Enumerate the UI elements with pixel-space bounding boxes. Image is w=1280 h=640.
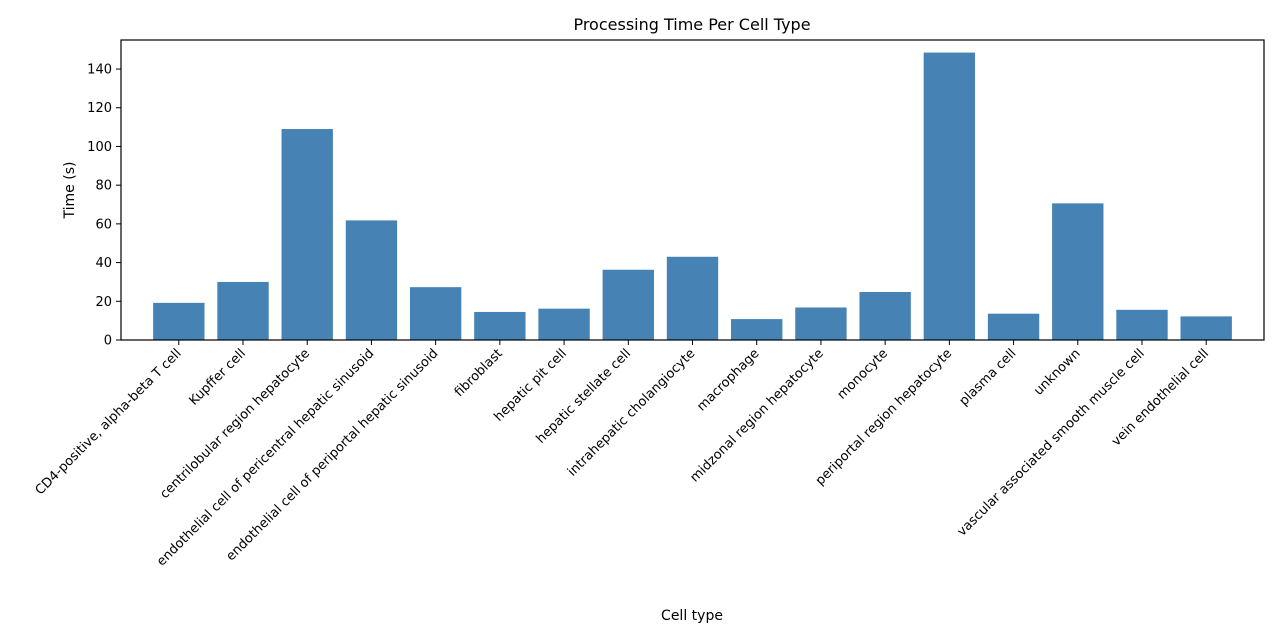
chart-title: Processing Time Per Cell Type bbox=[573, 15, 810, 34]
bar-12 bbox=[923, 52, 976, 340]
x-axis-ticks: CD4-positive, alpha-beta T cell Kupffer c… bbox=[33, 340, 1212, 569]
bar-5 bbox=[474, 311, 526, 340]
y-tick-label-4: 80 bbox=[95, 179, 112, 194]
bar-13 bbox=[987, 313, 1040, 340]
y-axis-label: Time (s) bbox=[62, 162, 78, 220]
y-tick-label-1: 20 bbox=[95, 295, 112, 310]
x-tick-label-3: endothelial cell of pericentral hepatic … bbox=[154, 346, 377, 569]
bar-6 bbox=[538, 308, 590, 340]
bar-0 bbox=[153, 302, 205, 340]
x-tick-label-13: plasma cell bbox=[957, 346, 1020, 409]
x-tick-label-14: unknown bbox=[1031, 346, 1083, 398]
bar-4 bbox=[409, 287, 462, 340]
y-tick-label-5: 100 bbox=[87, 140, 112, 155]
y-axis-ticks: 0 20 40 60 80 100 120 140 bbox=[87, 63, 121, 349]
bar-14 bbox=[1052, 203, 1104, 340]
x-tick-label-1: Kupffer cell bbox=[186, 346, 248, 408]
bar-11 bbox=[859, 292, 911, 340]
x-tick-label-9: macrophage bbox=[694, 346, 762, 414]
y-tick-label-7: 140 bbox=[87, 63, 112, 78]
x-tick-label-12: periportal region hepatocyte bbox=[813, 346, 955, 488]
y-tick-label-3: 60 bbox=[95, 217, 112, 232]
bar-16 bbox=[1180, 316, 1232, 340]
bar-9 bbox=[731, 319, 783, 340]
bar-15 bbox=[1116, 309, 1168, 340]
bar-7 bbox=[602, 269, 654, 340]
bar-10 bbox=[795, 307, 847, 340]
y-tick-label-0: 0 bbox=[104, 334, 112, 349]
x-tick-label-10: midzonal region hepatocyte bbox=[687, 346, 826, 485]
bar-3 bbox=[345, 220, 398, 340]
x-axis-label: Cell type bbox=[661, 608, 723, 624]
x-tick-label-8: intrahepatic cholangiocyte bbox=[565, 346, 698, 479]
bar-1 bbox=[217, 281, 269, 340]
bars-group bbox=[153, 52, 1232, 340]
y-tick-label-2: 40 bbox=[95, 256, 112, 271]
x-tick-label-4: endothelial cell of periportal hepatic s… bbox=[223, 346, 441, 564]
bar-2 bbox=[281, 129, 333, 340]
y-tick-label-6: 120 bbox=[87, 101, 112, 116]
x-tick-label-0: CD4-positive, alpha-beta T cell bbox=[33, 346, 185, 498]
bar-8 bbox=[666, 256, 719, 340]
x-tick-label-11: monocyte bbox=[835, 346, 891, 402]
x-tick-label-5: fibroblast bbox=[452, 346, 506, 400]
